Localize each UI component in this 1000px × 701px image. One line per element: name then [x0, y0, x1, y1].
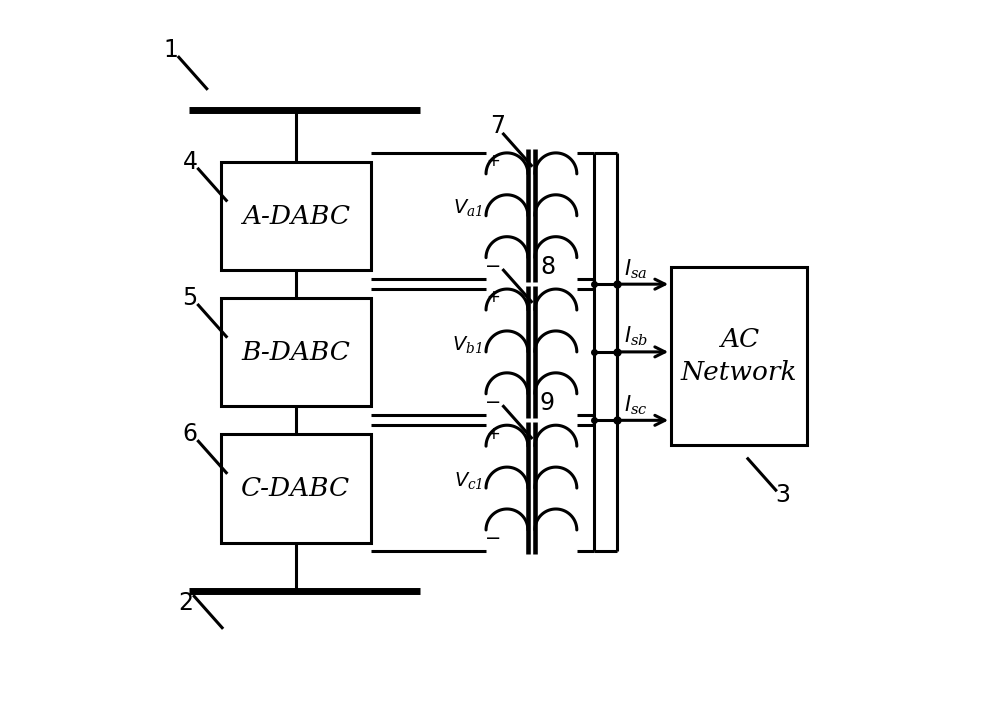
FancyBboxPatch shape [671, 266, 807, 444]
Text: $-$: $-$ [484, 255, 500, 274]
Text: $I_{\mathregular{sa}}$: $I_{\mathregular{sa}}$ [624, 257, 648, 280]
Text: B-DABC: B-DABC [241, 340, 350, 365]
Text: A-DABC: A-DABC [242, 203, 350, 229]
Text: 2: 2 [178, 591, 193, 615]
Text: 4: 4 [182, 150, 197, 174]
FancyBboxPatch shape [221, 162, 371, 270]
Text: 6: 6 [182, 422, 197, 447]
Text: $-$: $-$ [484, 527, 500, 546]
Text: $V_{\mathregular{a1}}$: $V_{\mathregular{a1}}$ [453, 198, 483, 219]
Text: 3: 3 [775, 483, 790, 507]
Text: $+$: $+$ [486, 152, 500, 170]
Text: 1: 1 [163, 39, 178, 62]
FancyBboxPatch shape [221, 298, 371, 407]
Text: $I_{\mathregular{sc}}$: $I_{\mathregular{sc}}$ [624, 393, 648, 417]
Text: $+$: $+$ [486, 288, 500, 306]
Text: 7: 7 [490, 114, 505, 137]
FancyBboxPatch shape [221, 435, 371, 543]
Text: C-DABC: C-DABC [241, 476, 350, 501]
Text: 9: 9 [540, 391, 555, 415]
Text: $V_{\mathregular{c1}}$: $V_{\mathregular{c1}}$ [454, 470, 483, 491]
Text: 5: 5 [182, 286, 198, 310]
Text: $+$: $+$ [486, 425, 500, 442]
Text: AC
Network: AC Network [681, 327, 797, 385]
Text: $V_{\mathregular{b1}}$: $V_{\mathregular{b1}}$ [452, 334, 483, 355]
Text: 8: 8 [540, 254, 555, 279]
Text: $I_{\mathregular{sb}}$: $I_{\mathregular{sb}}$ [624, 325, 648, 348]
Text: $-$: $-$ [484, 391, 500, 410]
